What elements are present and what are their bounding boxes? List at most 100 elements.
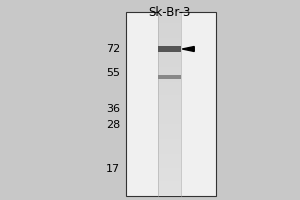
Bar xyxy=(158,46,181,52)
Bar xyxy=(158,98,181,100)
Bar xyxy=(158,49,181,51)
Bar xyxy=(158,62,181,64)
Bar xyxy=(158,119,181,121)
Bar xyxy=(158,150,181,152)
Bar xyxy=(158,104,181,106)
Bar xyxy=(158,187,181,189)
Bar xyxy=(158,172,181,174)
Bar xyxy=(158,135,181,137)
Bar xyxy=(158,25,181,27)
Bar xyxy=(158,183,181,185)
Bar xyxy=(158,38,181,40)
Bar xyxy=(158,40,181,41)
Bar xyxy=(158,146,181,148)
Polygon shape xyxy=(182,46,194,51)
Bar xyxy=(158,168,181,170)
Bar xyxy=(158,84,181,86)
Bar xyxy=(158,130,181,132)
Bar xyxy=(158,115,181,117)
Bar xyxy=(158,137,181,139)
Bar xyxy=(158,128,181,130)
Bar xyxy=(158,58,181,60)
Bar xyxy=(158,159,181,161)
Bar xyxy=(158,30,181,32)
Bar xyxy=(158,78,181,80)
Bar xyxy=(158,148,181,150)
Bar xyxy=(158,14,181,16)
Bar xyxy=(158,176,181,178)
Bar xyxy=(158,190,181,192)
Bar xyxy=(158,174,181,176)
Bar xyxy=(158,165,181,167)
Text: 17: 17 xyxy=(106,164,120,174)
Bar xyxy=(158,69,181,71)
Bar xyxy=(158,124,181,126)
Bar xyxy=(158,156,181,157)
Bar xyxy=(158,73,181,75)
Bar xyxy=(158,133,181,135)
Bar xyxy=(158,143,181,144)
Bar xyxy=(158,75,181,76)
Bar xyxy=(158,110,181,111)
Bar xyxy=(158,192,181,194)
Text: 28: 28 xyxy=(106,120,120,130)
Bar xyxy=(158,18,181,19)
Bar xyxy=(158,178,181,179)
Bar xyxy=(158,122,181,124)
Bar xyxy=(158,113,181,115)
Bar xyxy=(158,132,181,133)
Bar xyxy=(158,75,181,79)
Bar xyxy=(158,106,181,108)
Bar xyxy=(158,161,181,163)
Bar xyxy=(158,87,181,89)
Bar xyxy=(158,76,181,78)
Bar xyxy=(158,170,181,172)
Bar xyxy=(158,41,181,43)
Text: 72: 72 xyxy=(106,44,120,54)
Bar xyxy=(158,93,181,95)
Bar xyxy=(158,141,181,143)
Bar xyxy=(158,157,181,159)
Bar xyxy=(158,16,181,18)
Bar xyxy=(158,23,181,25)
Bar xyxy=(158,51,181,52)
Bar xyxy=(158,19,181,21)
Bar xyxy=(158,86,181,87)
Bar xyxy=(158,97,181,98)
Bar xyxy=(158,100,181,102)
Bar xyxy=(158,65,181,67)
Bar xyxy=(158,163,181,165)
Bar xyxy=(158,43,181,45)
Bar xyxy=(158,102,181,104)
Bar xyxy=(158,54,181,56)
Bar xyxy=(158,139,181,141)
Bar xyxy=(158,144,181,146)
Bar xyxy=(158,152,181,154)
Bar xyxy=(158,12,181,14)
Bar xyxy=(158,34,181,36)
Bar xyxy=(158,80,181,82)
Bar xyxy=(158,185,181,187)
Bar xyxy=(158,154,181,156)
Bar xyxy=(158,82,181,84)
Text: 55: 55 xyxy=(106,68,120,78)
Bar xyxy=(158,89,181,91)
Bar xyxy=(126,12,216,196)
Bar xyxy=(158,60,181,62)
Bar xyxy=(158,45,181,47)
Bar xyxy=(158,189,181,190)
Bar xyxy=(158,71,181,73)
Bar xyxy=(158,194,181,196)
Bar xyxy=(158,111,181,113)
Text: 36: 36 xyxy=(106,104,120,114)
Bar xyxy=(158,27,181,29)
Bar xyxy=(158,67,181,69)
Bar xyxy=(158,126,181,128)
Bar xyxy=(158,95,181,97)
Bar xyxy=(158,29,181,30)
Bar xyxy=(158,108,181,110)
Bar xyxy=(158,36,181,38)
Bar xyxy=(158,117,181,119)
Text: Sk-Br-3: Sk-Br-3 xyxy=(148,6,191,19)
Bar xyxy=(158,181,181,183)
